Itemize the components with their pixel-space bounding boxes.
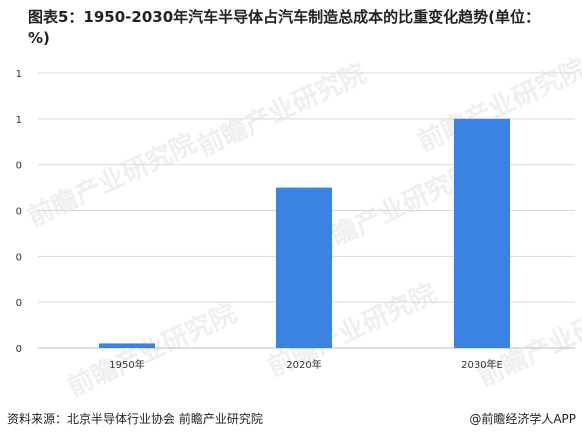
y-tick-label: 0 [16, 161, 22, 172]
brand-credit: @前瞻经济学人APP [469, 412, 576, 426]
bar [276, 187, 332, 348]
y-tick-label: 1 [16, 69, 22, 80]
bars [99, 118, 510, 348]
x-category-label: 1950年 [109, 358, 144, 371]
y-tick-label: 0 [16, 344, 22, 355]
bar [454, 118, 510, 348]
y-tick-label: 1 [16, 115, 22, 126]
chart-title: 图表5：1950-2030年汽车半导体占汽车制造总成本的比重变化趋势(单位：%) [28, 8, 541, 47]
y-axis-ticks: 0 0 0 0 0 1 1 [16, 69, 22, 355]
y-tick-label: 0 [16, 298, 22, 309]
source-note: 资料来源：北京半导体行业协会 前瞻产业研究院 [7, 412, 263, 426]
x-category-label: 2030年E [461, 358, 503, 371]
y-tick-label: 0 [16, 252, 22, 263]
bar [99, 343, 155, 348]
x-category-label: 2020年 [286, 358, 321, 371]
x-axis-categories: 1950年 2020年 2030年E [109, 358, 503, 371]
y-tick-label: 0 [16, 207, 22, 218]
